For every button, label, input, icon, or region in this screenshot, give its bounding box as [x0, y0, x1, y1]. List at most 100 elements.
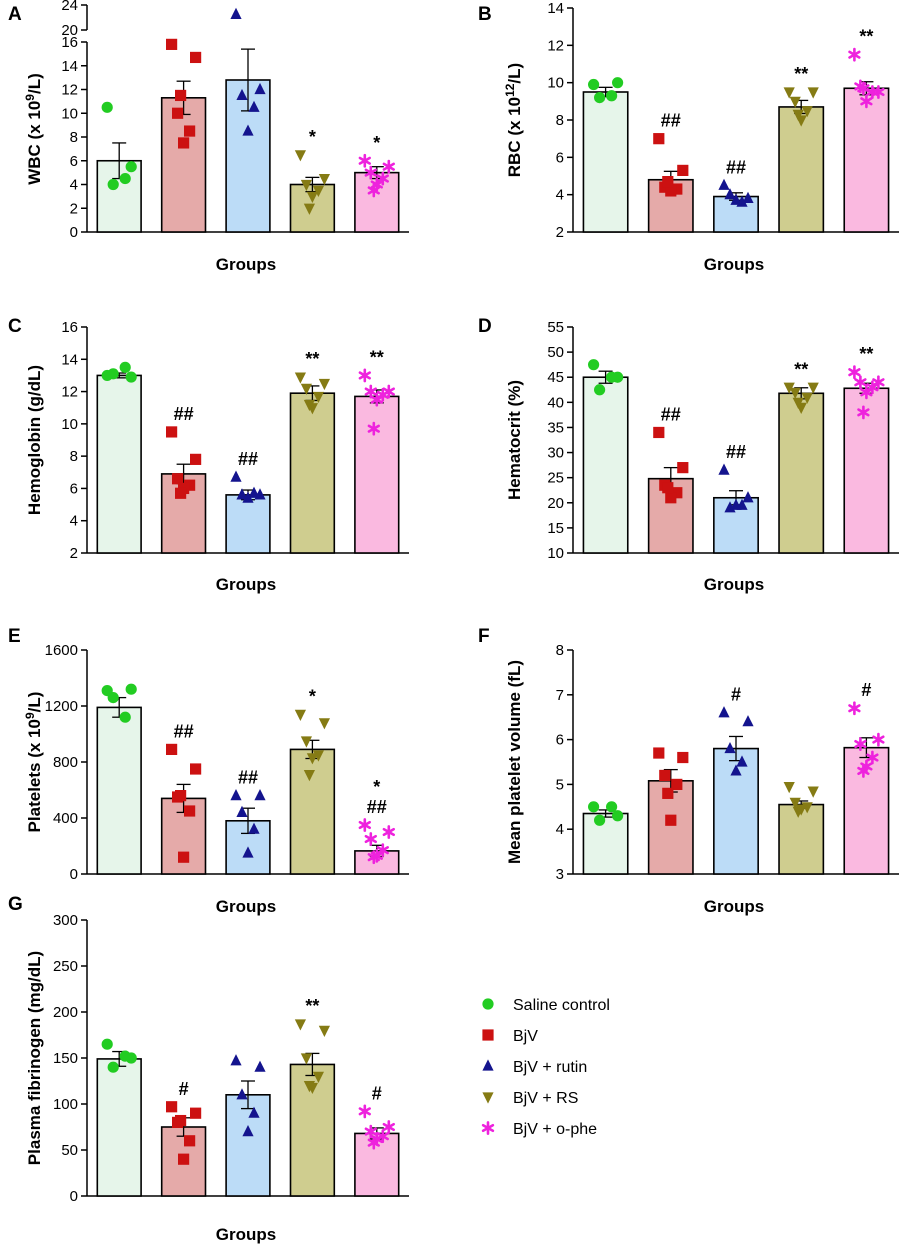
bar-group	[225, 789, 271, 875]
data-point	[588, 359, 600, 371]
data-point	[653, 426, 665, 439]
data-point	[248, 822, 260, 834]
y-axis-label: Platelets (x 109/L)	[23, 692, 44, 833]
y-tick-label: 45	[547, 369, 564, 386]
data-point	[612, 810, 624, 822]
data-point	[254, 82, 266, 95]
data-point	[860, 385, 873, 400]
bar	[778, 392, 825, 554]
data-point	[294, 1019, 306, 1031]
data-point	[236, 488, 248, 500]
y-tick-label: 5	[556, 776, 564, 793]
legend: Saline control BjV BjV + rutin BjV + RS BjV …	[481, 997, 610, 1138]
y-tick-label: 10	[547, 75, 564, 92]
legend-item: BjV + RS	[482, 1090, 578, 1107]
data-point	[367, 421, 380, 436]
y-tick-label: 2	[556, 224, 564, 241]
bar-group	[843, 365, 890, 554]
data-point	[318, 378, 330, 391]
data-point	[730, 498, 742, 510]
bar-group	[96, 101, 142, 233]
significance-marker: #	[731, 685, 741, 705]
bar-group	[96, 1038, 142, 1197]
data-point	[665, 492, 677, 504]
legend-label: BjV	[513, 1028, 538, 1045]
data-point	[107, 1061, 119, 1073]
panel-B: B 2 4 6 8 10 12 14 RBC (x 1012/L) Groups ## ## ** **	[478, 0, 899, 274]
data-point	[300, 1053, 312, 1065]
bar-group	[843, 47, 890, 233]
panel-E: E 0 400 800 1200 1600 Platelets (x 109/L) Group…	[8, 626, 409, 916]
data-point	[594, 92, 606, 104]
data-point	[125, 683, 137, 695]
data-point	[866, 750, 879, 765]
data-point	[175, 1114, 187, 1127]
data-point	[178, 851, 190, 863]
data-point	[364, 1124, 377, 1139]
panel-label: E	[8, 626, 21, 647]
data-point	[659, 181, 671, 193]
bar-group	[354, 153, 400, 233]
significance-marker: ##	[174, 404, 194, 424]
significance-marker: ##	[726, 157, 746, 177]
y-tick-label: 4	[70, 177, 78, 194]
data-point	[588, 78, 600, 91]
data-point	[671, 778, 683, 790]
data-point	[119, 361, 131, 373]
panel-D: D 10 15 20 25 30 35 40 45 50 55 Hematocrit (%) Group…	[478, 316, 899, 594]
bar	[225, 494, 271, 554]
data-point	[358, 818, 371, 832]
y-tick-label: 50	[61, 1142, 78, 1159]
data-point	[184, 479, 196, 491]
data-point	[303, 203, 315, 215]
data-point	[718, 463, 730, 475]
data-point	[792, 109, 804, 121]
data-point	[230, 7, 242, 19]
significance-marker: ##	[174, 721, 194, 741]
bar-group	[160, 426, 207, 554]
bar-group	[354, 1104, 400, 1197]
data-point	[230, 470, 242, 482]
y-tick-label: 200	[53, 1004, 78, 1021]
data-point	[606, 90, 618, 102]
data-point	[730, 193, 742, 205]
bar-group	[582, 801, 629, 875]
significance-marker: *	[373, 777, 380, 797]
x-axis-label: Groups	[704, 897, 764, 916]
panel-label: C	[8, 316, 22, 337]
bar	[96, 1058, 142, 1197]
data-point	[312, 1071, 324, 1083]
legend-marker	[482, 1029, 494, 1041]
bar	[843, 387, 890, 554]
data-point	[300, 179, 312, 192]
legend-label: BjV + RS	[513, 1090, 578, 1107]
data-point	[248, 100, 260, 112]
data-point	[254, 789, 266, 801]
data-point	[382, 1120, 395, 1134]
legend-item: BjV + o-phe	[481, 1121, 597, 1138]
data-point	[677, 751, 689, 764]
y-tick-label: 4	[556, 821, 564, 838]
legend-item: Saline control	[482, 997, 610, 1014]
legend-label: BjV + o-phe	[513, 1121, 597, 1138]
legend-item: BjV	[482, 1028, 538, 1045]
data-point	[101, 101, 113, 113]
y-tick-label: 6	[556, 149, 564, 166]
data-point	[857, 764, 870, 778]
data-point	[724, 188, 736, 200]
data-point	[594, 384, 606, 396]
data-point	[166, 1101, 178, 1113]
y-tick-label: 6	[556, 732, 564, 749]
y-tick-label: 100	[53, 1096, 78, 1113]
data-point	[718, 178, 730, 190]
bar-group	[647, 747, 694, 875]
data-point	[306, 753, 318, 765]
data-point	[857, 81, 870, 96]
bar	[778, 803, 825, 875]
data-point	[792, 806, 804, 818]
data-point	[665, 814, 677, 826]
data-point	[848, 47, 861, 62]
data-point	[854, 375, 867, 390]
